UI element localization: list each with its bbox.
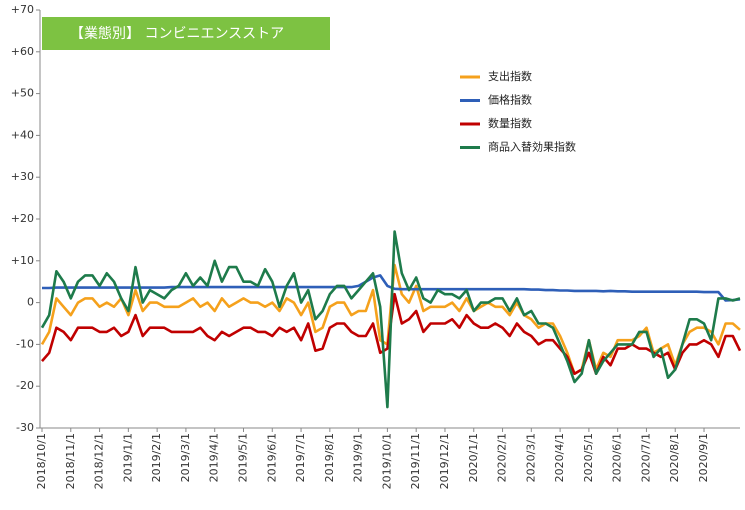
x-tick-label: 2019/6/1 [265,433,278,482]
x-tick-label: 2019/10/1 [380,433,393,489]
y-tick-label: +40 [11,128,34,141]
x-tick-label: 2020/9/1 [697,433,710,482]
legend-box [454,65,594,161]
x-tick-label: 2018/12/1 [93,433,106,489]
y-tick-label: +50 [11,87,34,100]
y-tick-label: +30 [11,170,34,183]
y-tick-label: -10 [16,337,34,350]
x-tick-label: 2018/11/1 [64,433,77,489]
y-tick-label: -20 [16,379,34,392]
x-tick-label: 2020/7/1 [639,433,652,482]
y-tick-label: +10 [11,254,34,267]
y-tick-label: -30 [16,421,34,434]
title-box [42,17,330,50]
x-tick-label: 2020/2/1 [496,433,509,482]
chart-title: 【業態別】 コンビニエンスストア [70,26,284,42]
legend-label: 数量指数 [488,116,532,130]
x-tick-label: 2020/5/1 [582,433,595,482]
y-tick-label: +20 [11,212,34,225]
x-tick-label: 2019/4/1 [208,433,221,482]
x-tick-label: 2020/4/1 [553,433,566,482]
x-tick-label: 2020/3/1 [524,433,537,482]
x-tick-label: 2019/1/1 [121,433,134,482]
x-tick-label: 2019/3/1 [179,433,192,482]
x-tick-label: 2019/9/1 [352,433,365,482]
y-tick-label: 0 [27,296,34,309]
series-line [42,274,741,302]
x-tick-label: 2020/8/1 [668,433,681,482]
x-tick-label: 2019/5/1 [236,433,249,482]
x-tick-label: 2020/1/1 [467,433,480,482]
y-tick-label: +70 [11,3,34,16]
legend-label: 価格指数 [488,93,532,107]
x-tick-label: 2020/6/1 [611,433,624,482]
x-tick-label: 2019/11/1 [409,433,422,489]
series-line [40,230,741,409]
x-tick-label: 2018/10/1 [35,433,48,489]
x-tick-label: 2019/7/1 [294,433,307,482]
x-tick-label: 2019/12/1 [438,433,451,489]
y-tick-label: +60 [11,45,34,58]
legend-label: 商品入替効果指数 [488,140,576,154]
legend-label: 支出指数 [488,69,532,83]
x-tick-label: 2019/8/1 [323,433,336,482]
x-tick-label: 2019/2/1 [150,433,163,482]
